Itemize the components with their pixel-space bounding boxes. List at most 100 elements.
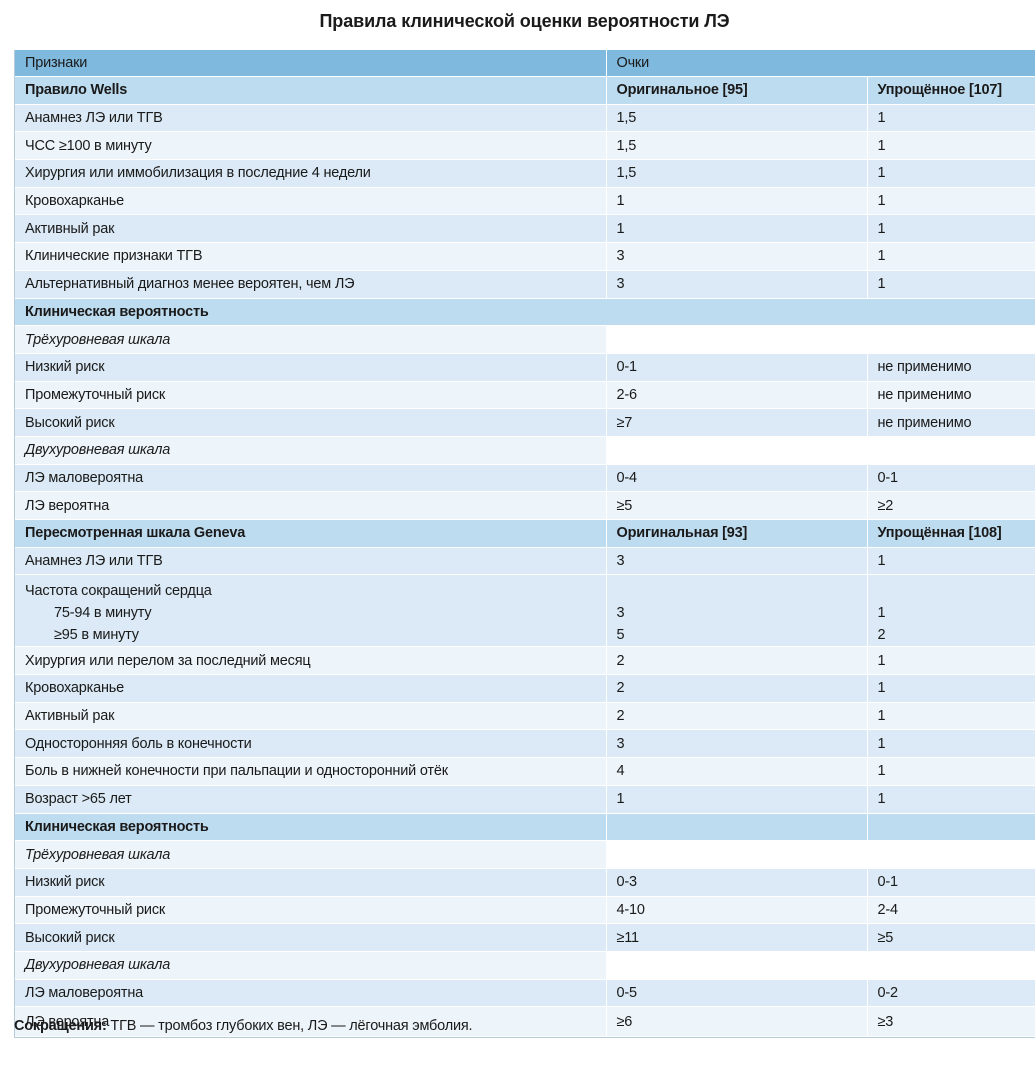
table-row: Односторонняя боль в конечности 3 1	[15, 729, 1035, 759]
table-row-heart-rate: Частота сокращений сердца 75-94 в минуту…	[15, 574, 1035, 648]
table-row: Низкий риск 0-3 0-1	[15, 868, 1035, 897]
row-label: Анамнез ЛЭ или ТГВ	[15, 547, 607, 576]
simplified-score: 1	[867, 729, 1035, 759]
table-row: ЧСС ≥100 в минуту 1,5 1	[15, 131, 1035, 161]
original-score: ≥5	[606, 491, 868, 520]
row-label: Альтернативный диагноз менее вероятен, ч…	[15, 270, 607, 299]
column-header-original: Оригинальное [95]	[606, 76, 868, 105]
original-score: 2	[606, 646, 868, 676]
row-label: ЧСС ≥100 в минуту	[15, 131, 607, 161]
simplified-score: ≥3	[867, 1006, 1035, 1038]
simplified-score: 1	[867, 214, 1035, 244]
simplified-score: 1	[867, 104, 1035, 133]
simplified-score: не применимо	[867, 408, 1035, 437]
original-score: 0-3	[606, 868, 868, 897]
original-score: 5	[616, 627, 625, 644]
empty-cell	[867, 813, 1035, 842]
original-score: 2	[606, 702, 868, 731]
empty-cell	[867, 951, 1035, 980]
table-row: Кровохарканье 2 1	[15, 674, 1035, 703]
row-label: Высокий риск	[15, 923, 607, 952]
simplified-score: 0-1	[867, 868, 1035, 897]
empty-cell	[606, 436, 1035, 465]
table-row: ЛЭ вероятна ≥6 ≥3	[15, 1006, 1035, 1038]
simplified-score: не применимо	[867, 381, 1035, 410]
row-label: Кровохарканье	[15, 674, 607, 703]
row-label: Боль в нижней конечности при пальпации и…	[15, 757, 607, 786]
row-label: Хирургия или перелом за последний месяц	[15, 646, 607, 676]
simplified-score: 0-2	[867, 979, 1035, 1008]
simplified-score: ≥5	[867, 923, 1035, 952]
simplified-score: 1	[867, 242, 1035, 271]
table-row: Хирургия или перелом за последний месяц …	[15, 646, 1035, 676]
table-row: Боль в нижней конечности при пальпации и…	[15, 757, 1035, 786]
footnote: Сокращения: ТГВ — тромбоз глубоких вен, …	[14, 1018, 473, 1034]
scale-subheading: Трёхуровневая шкала	[15, 325, 607, 354]
original-score: 1	[606, 214, 868, 244]
row-label: Промежуточный риск	[15, 896, 607, 925]
row-label: Низкий риск	[15, 868, 607, 897]
original-score: 0-1	[606, 353, 868, 382]
table-row: ЛЭ вероятна ≥5 ≥2	[15, 491, 1035, 520]
section-row-geneva: Пересмотренная шкала Geneva Оригинальная…	[15, 519, 1035, 548]
original-score: 1	[606, 785, 868, 814]
simplified-score: 0-1	[867, 464, 1035, 493]
row-label: ЛЭ маловероятна	[15, 979, 607, 1008]
scale-subheading: Трёхуровневая шкала	[15, 840, 607, 869]
table-row: Клинические признаки ТГВ 3 1	[15, 242, 1035, 271]
original-score: 1,5	[606, 104, 868, 133]
original-score: 3	[606, 270, 868, 299]
section-row-geneva-probability: Клиническая вероятность	[15, 813, 1035, 842]
row-label: Возраст >65 лет	[15, 785, 607, 814]
original-score: ≥11	[606, 923, 868, 952]
column-header-simplified: Упрощённая [108]	[867, 519, 1035, 548]
empty-cell	[606, 813, 868, 842]
row-label: Низкий риск	[15, 353, 607, 382]
section-title: Правило Wells	[15, 76, 607, 105]
original-score-group: 3 5	[606, 574, 868, 648]
section-title: Пересмотренная шкала Geneva	[15, 519, 607, 548]
table-row: Хирургия или иммобилизация в последние 4…	[15, 159, 1035, 188]
row-label: Анамнез ЛЭ или ТГВ	[15, 104, 607, 133]
row-label: Активный рак	[15, 702, 607, 731]
row-label: ЛЭ вероятна	[15, 491, 607, 520]
row-label: Высокий риск	[15, 408, 607, 437]
original-score: 1	[606, 187, 868, 216]
original-score: ≥6	[606, 1006, 868, 1038]
table-row: Высокий риск ≥7 не применимо	[15, 408, 1035, 437]
simplified-score: 1	[867, 785, 1035, 814]
original-score: 4-10	[606, 896, 868, 925]
table-row: Возраст >65 лет 1 1	[15, 785, 1035, 814]
simplified-score: 1	[877, 605, 886, 622]
simplified-score: ≥2	[867, 491, 1035, 520]
original-score: 0-5	[606, 979, 868, 1008]
original-score: 2	[606, 674, 868, 703]
simplified-score: 1	[867, 757, 1035, 786]
original-score: 4	[606, 757, 868, 786]
scale-subheading-row: Двухуровневая шкала	[15, 436, 1035, 465]
simplified-score: 1	[867, 547, 1035, 576]
scale-subheading: Двухуровневая шкала	[15, 436, 607, 465]
table-row: Альтернативный диагноз менее вероятен, ч…	[15, 270, 1035, 299]
scale-subheading-row: Трёхуровневая шкала	[15, 325, 1035, 354]
simplified-score: 1	[867, 270, 1035, 299]
row-label: Односторонняя боль в конечности	[15, 729, 607, 759]
simplified-score: 1	[867, 159, 1035, 188]
original-score: 1,5	[606, 131, 868, 161]
original-score: 1,5	[606, 159, 868, 188]
row-label: Кровохарканье	[15, 187, 607, 216]
simplified-score: 1	[867, 702, 1035, 731]
original-score: 3	[606, 242, 868, 271]
scale-subheading-row: Двухуровневая шкала	[15, 951, 1035, 980]
empty-cell	[606, 840, 868, 869]
column-header-features: Признаки	[15, 50, 607, 77]
original-score: 2-6	[606, 381, 868, 410]
column-header-points: Очки	[606, 50, 1035, 77]
table-header-row: Признаки Очки	[15, 50, 1035, 77]
table-row: Анамнез ЛЭ или ТГВ 3 1	[15, 547, 1035, 576]
table-row: ЛЭ маловероятна 0-4 0-1	[15, 464, 1035, 493]
simplified-score: 2	[877, 627, 886, 644]
table-row: Анамнез ЛЭ или ТГВ 1,5 1	[15, 104, 1035, 133]
table-row: ЛЭ маловероятна 0-5 0-2	[15, 979, 1035, 1008]
section-title: Клиническая вероятность	[15, 298, 1035, 327]
